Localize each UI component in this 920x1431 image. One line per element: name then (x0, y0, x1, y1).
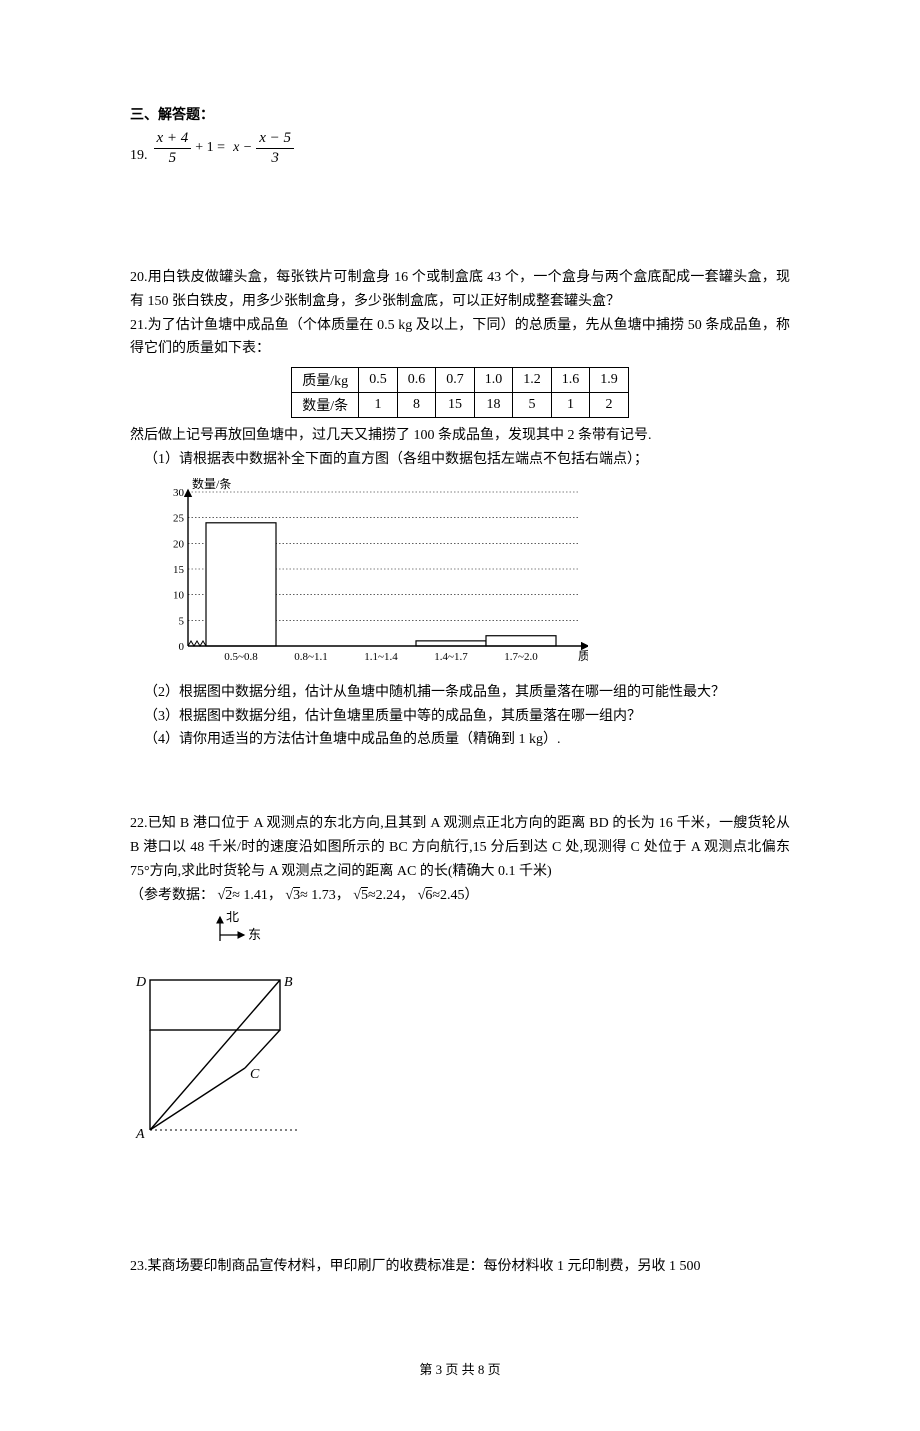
svg-text:1.4~1.7: 1.4~1.7 (434, 651, 468, 663)
section-title: 三、解答题： (130, 104, 790, 124)
svg-text:0: 0 (179, 641, 185, 653)
compass-north: 北 (226, 911, 239, 924)
q21-sub4: （4）请你用适当的方法估计鱼塘中成品鱼的总质量（精确到 1 kg）. (130, 728, 790, 752)
q19-frac1: x + 4 5 (154, 130, 192, 166)
q21-table: 质量/kg 0.5 0.6 0.7 1.0 1.2 1.6 1.9 数量/条 1… (291, 367, 628, 418)
svg-text:20: 20 (173, 538, 185, 550)
table-row: 数量/条 1 8 15 18 5 1 2 (292, 393, 628, 418)
compass-icon: 北 东 (200, 911, 790, 956)
q21-intro: 21.为了估计鱼塘中成品鱼（个体质量在 0.5 kg 及以上，下同）的总质量，先… (130, 314, 790, 362)
q21-sub2: （2）根据图中数据分组，估计从鱼塘中随机捕一条成品鱼，其质量落在哪一组的可能性最… (130, 681, 790, 705)
q21-sub3: （3）根据图中数据分组，估计鱼塘里质量中等的成品鱼，其质量落在哪一组内？ (130, 705, 790, 729)
svg-text:质量/kg: 质量/kg (578, 649, 588, 663)
svg-text:1.7~2.0: 1.7~2.0 (504, 651, 538, 663)
svg-text:15: 15 (173, 564, 185, 576)
label-D: D (135, 975, 146, 990)
q23-text: 23.某商场要印制商品宣传材料，甲印刷厂的收费标准是：每份材料收 1 元印制费，… (130, 1255, 790, 1279)
q19-number: 19. (130, 148, 148, 166)
svg-text:0.5~0.8: 0.5~0.8 (224, 651, 258, 663)
histogram-svg: 数量/条 0 5 10 15 20 25 30 0.5~0.8 0.8~1.1 1.1~1.4 1.4… (148, 478, 588, 668)
svg-text:5: 5 (179, 615, 185, 627)
compass-east: 东 (248, 927, 261, 942)
q19-frac2: x − 5 3 (256, 130, 294, 166)
table-header-label: 质量/kg (292, 368, 359, 393)
q21-histogram: 数量/条 0 5 10 15 20 25 30 0.5~0.8 0.8~1.1 1.1~1.4 1.4… (148, 478, 790, 673)
q22-diagram: D B C A (130, 960, 790, 1155)
q22-ref: （参考数据： √2≈ 1.41， √3≈ 1.73， √5≈2.24， √6≈2… (130, 884, 790, 908)
svg-text:1.1~1.4: 1.1~1.4 (364, 651, 398, 663)
q22-text: 22.已知 B 港口位于 A 观测点的东北方向,且其到 A 观测点正北方向的距离… (130, 812, 790, 883)
q21-after-table: 然后做上记号再放回鱼塘中，过几天又捕捞了 100 条成品鱼，发现其中 2 条带有… (130, 424, 790, 448)
svg-text:数量/条: 数量/条 (192, 478, 231, 491)
table-row-label: 数量/条 (292, 393, 359, 418)
q20-text: 20.用白铁皮做罐头盒，每张铁片可制盒身 16 个或制盒底 43 个，一个盒身与… (130, 266, 790, 314)
svg-text:30: 30 (173, 487, 185, 499)
svg-text:25: 25 (173, 512, 185, 524)
q21-sub1: （1）请根据表中数据补全下面的直方图（各组中数据包括左端点不包括右端点）； (130, 448, 790, 472)
q19-equation: 19. x + 4 5 + 1 = x − x − 5 3 (130, 130, 790, 166)
label-C: C (250, 1067, 260, 1082)
table-row: 质量/kg 0.5 0.6 0.7 1.0 1.2 1.6 1.9 (292, 368, 628, 393)
label-B: B (284, 975, 293, 990)
svg-text:10: 10 (173, 589, 185, 601)
page-footer: 第 3 页 共 8 页 (130, 1359, 790, 1378)
label-A: A (135, 1127, 145, 1142)
svg-text:0.8~1.1: 0.8~1.1 (294, 651, 327, 663)
